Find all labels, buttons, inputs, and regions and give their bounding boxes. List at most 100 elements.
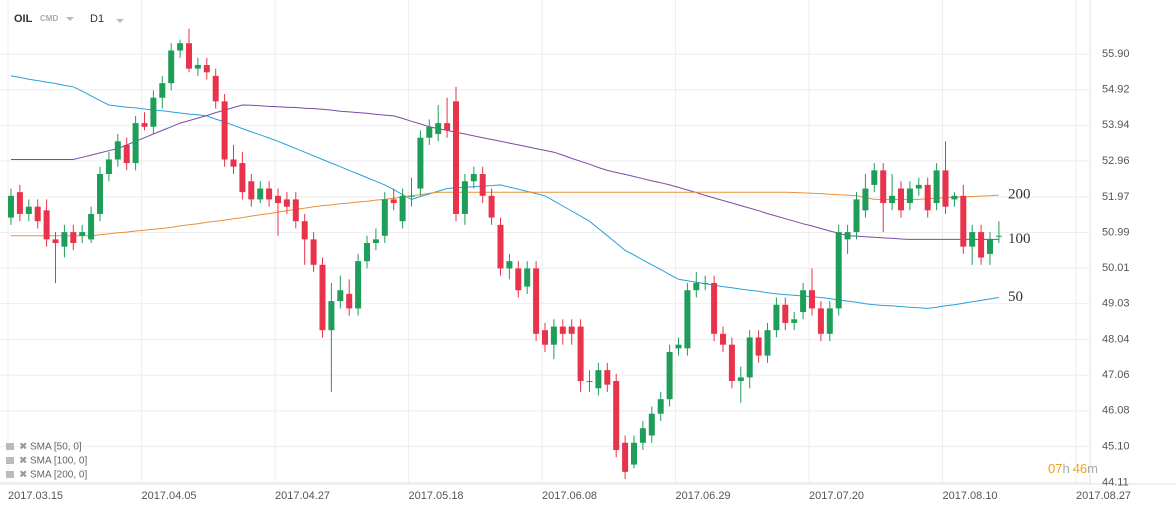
candle-body	[212, 75, 219, 102]
candle-body	[194, 65, 201, 69]
candle-body	[782, 304, 789, 323]
candle-body	[221, 101, 228, 160]
candle-body	[871, 170, 878, 185]
sma-line	[11, 191, 999, 237]
candle-body	[132, 123, 139, 164]
candle-body	[88, 213, 95, 240]
candle-body	[372, 239, 379, 244]
sma-label: 200	[1008, 186, 1031, 202]
candle-body	[577, 326, 584, 382]
x-tick-label: 2017.08.10	[943, 490, 998, 502]
sma-label: 50	[1008, 289, 1023, 305]
candle-body	[79, 232, 86, 236]
candle-body	[381, 199, 388, 236]
candle-body	[987, 239, 993, 254]
candle-body	[631, 442, 637, 465]
x-tick-label: 2017.08.27	[1076, 490, 1131, 502]
candle-body	[720, 333, 726, 345]
candle-body	[34, 206, 41, 222]
candle-body	[550, 326, 557, 345]
candle-body	[817, 308, 824, 334]
candle-body	[43, 210, 50, 240]
candle-body	[70, 232, 77, 244]
candle-body	[506, 261, 513, 269]
candle-body	[399, 195, 406, 222]
candle-body	[97, 173, 103, 214]
legend-close: ✖	[19, 442, 27, 453]
candle-body	[826, 308, 833, 334]
candle-body	[728, 344, 735, 382]
candle-body	[168, 50, 175, 84]
timer-unit: h	[1062, 461, 1069, 476]
candle-body	[711, 282, 718, 334]
candle-body	[684, 290, 691, 349]
candle-body	[408, 195, 415, 197]
candle-body	[203, 65, 210, 73]
sma-line	[10, 75, 999, 309]
candle-body	[515, 268, 522, 291]
candle-body	[230, 159, 237, 167]
candle-body	[292, 199, 299, 222]
candle-body	[328, 301, 335, 331]
candle-body	[355, 261, 362, 309]
candle-body	[114, 141, 121, 160]
symbol[interactable]: OIL	[14, 13, 33, 25]
market[interactable]: CMD	[40, 14, 58, 23]
candle-body	[25, 206, 32, 214]
dropdown-icon[interactable]	[66, 17, 74, 21]
candle-body	[435, 123, 442, 135]
candle-body	[773, 304, 780, 331]
candle-body	[755, 337, 762, 356]
candle-body	[995, 235, 1002, 237]
candle-body	[105, 159, 112, 174]
candle-body	[177, 43, 184, 51]
timer-unit: m	[1087, 461, 1098, 476]
timeframe[interactable]: D1	[90, 13, 104, 25]
candle-body	[364, 243, 370, 262]
candle-body	[622, 442, 629, 472]
candle-body	[639, 428, 646, 443]
sma-line	[11, 104, 999, 240]
candle-body	[16, 192, 23, 214]
legend-entry: SMA [200, 0]	[30, 470, 87, 481]
y-tick-label: 55.90	[1102, 48, 1130, 60]
candle-body	[488, 195, 495, 218]
candle-body	[915, 184, 922, 189]
candle-body	[257, 188, 264, 200]
candle-body	[319, 264, 326, 331]
legend-close: ✖	[19, 456, 27, 467]
y-tick-label: 50.99	[1102, 226, 1130, 238]
x-tick-label: 2017.07.20	[809, 490, 864, 502]
candle-body	[764, 330, 771, 356]
candle-body	[248, 181, 255, 200]
candle-body	[470, 173, 477, 182]
candle-body	[862, 188, 869, 211]
candle-body	[666, 351, 673, 400]
candle-body	[737, 377, 744, 382]
candle-body	[533, 268, 540, 334]
candle-body	[61, 232, 68, 247]
candle-body	[800, 290, 807, 313]
legend-entry: SMA [100, 0]	[30, 456, 87, 467]
candle-body	[693, 282, 700, 291]
candle-body	[150, 97, 157, 127]
candle-body	[906, 188, 913, 204]
candle-body	[835, 232, 842, 309]
candle-body	[52, 239, 59, 244]
candle-body	[791, 319, 798, 323]
legend-icon	[6, 443, 14, 450]
candle-body	[595, 370, 602, 389]
y-tick-label: 54.92	[1102, 84, 1130, 96]
legend-icon	[6, 471, 14, 478]
dropdown-icon[interactable]	[116, 19, 124, 23]
candle-body	[648, 413, 655, 436]
y-tick-label: 51.97	[1102, 191, 1130, 203]
candle-body	[444, 123, 451, 131]
candle-body	[880, 170, 887, 204]
candle-body	[275, 195, 281, 204]
candle-body	[390, 199, 397, 204]
y-tick-label: 50.01	[1102, 262, 1130, 274]
candle-body	[951, 195, 958, 200]
